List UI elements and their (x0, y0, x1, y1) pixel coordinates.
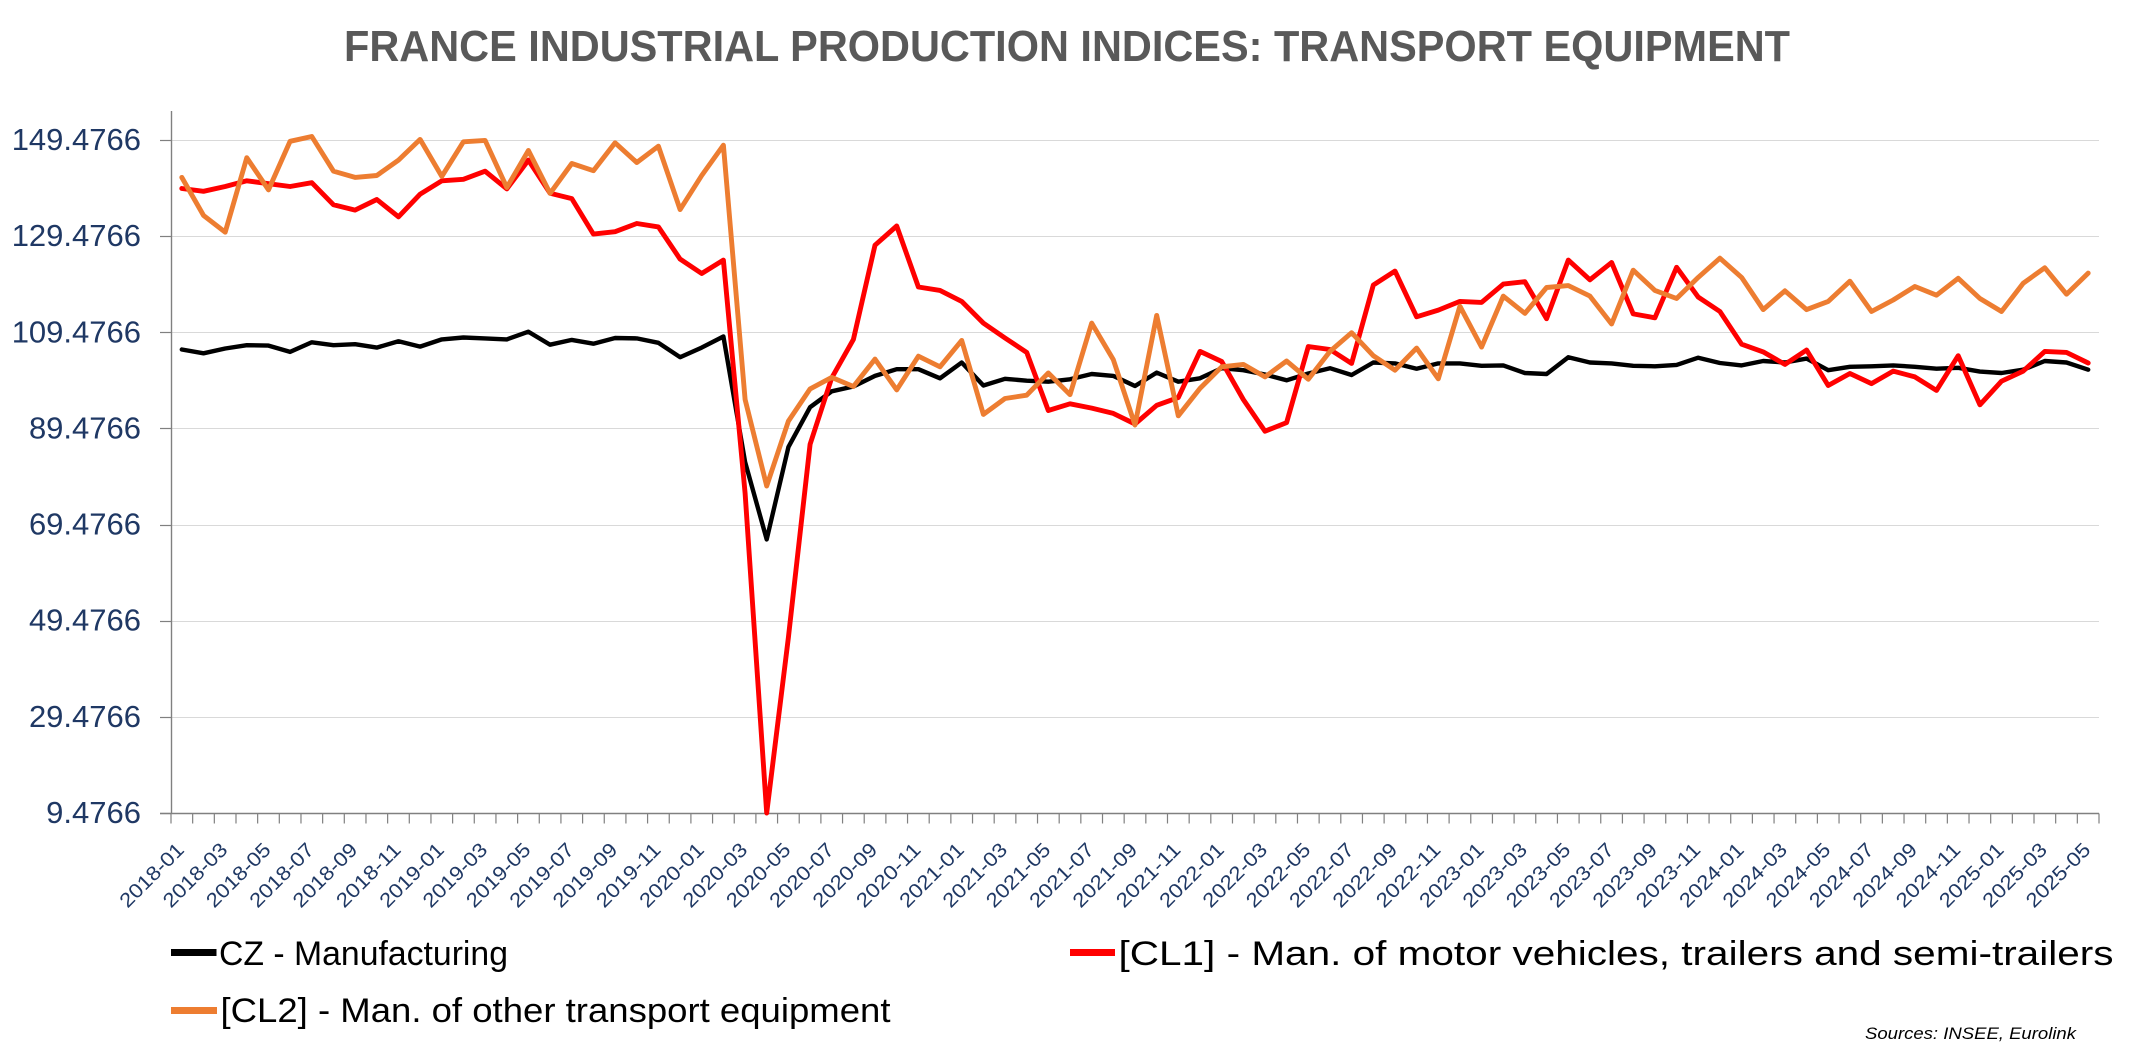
svg-text:29.4766: 29.4766 (29, 699, 141, 734)
svg-text:109.4766: 109.4766 (12, 314, 141, 349)
svg-text:89.4766: 89.4766 (29, 410, 141, 445)
svg-text:FRANCE INDUSTRIAL PRODUCTION I: FRANCE INDUSTRIAL PRODUCTION INDICES: TR… (344, 22, 1790, 71)
svg-text:[CL2] - Man. of other transpor: [CL2] - Man. of other transport equipmen… (221, 992, 892, 1030)
svg-text:149.4766: 149.4766 (12, 122, 141, 157)
svg-text:Sources: INSEE, Eurolink: Sources: INSEE, Eurolink (1865, 1024, 2078, 1043)
svg-text:[CL1] - Man. of motor vehicles: [CL1] - Man. of motor vehicles, trailers… (1119, 935, 2114, 973)
svg-text:CZ - Manufacturing: CZ - Manufacturing (219, 935, 508, 973)
svg-text:69.4766: 69.4766 (29, 507, 141, 542)
svg-text:49.4766: 49.4766 (29, 603, 141, 638)
svg-text:129.4766: 129.4766 (12, 218, 141, 253)
svg-text:9.4766: 9.4766 (46, 795, 141, 830)
